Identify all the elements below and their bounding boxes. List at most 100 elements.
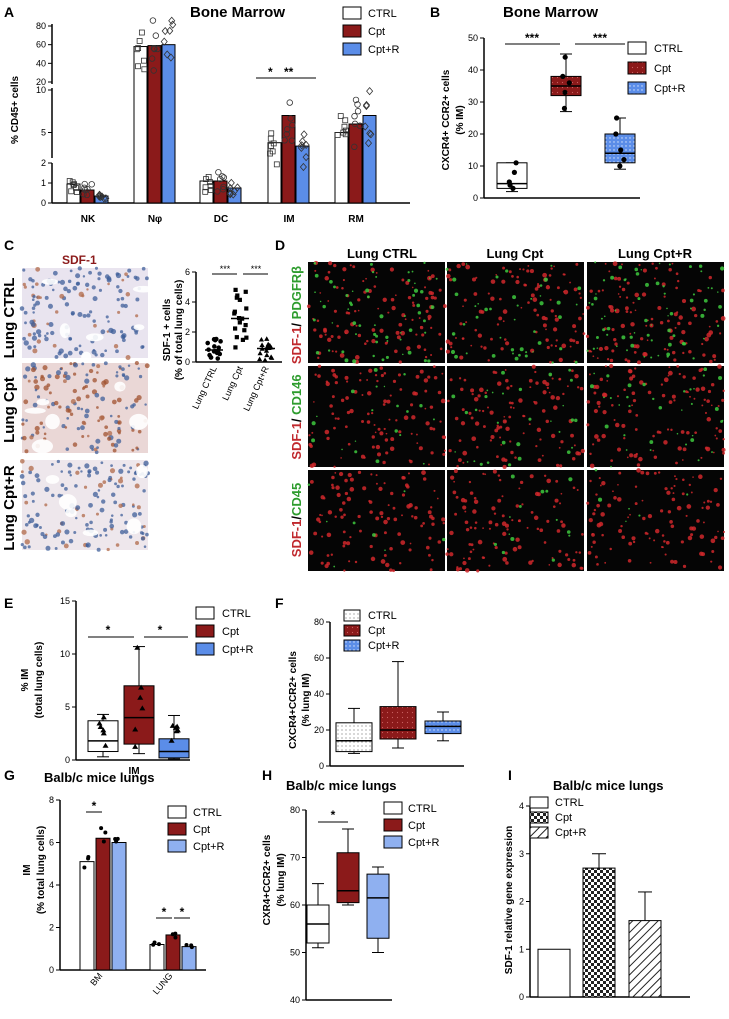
panel-d-row-label: SDF-1/CD45 (289, 483, 304, 557)
red-signal (401, 278, 405, 282)
cell-nucleus (77, 266, 82, 271)
red-signal (497, 474, 501, 477)
green-signal (411, 270, 414, 273)
cell-nucleus (142, 489, 146, 493)
red-signal (342, 544, 346, 548)
cell-nucleus (111, 399, 117, 405)
green-signal (686, 493, 689, 496)
panel-i-letter: I (508, 767, 512, 783)
red-signal (335, 350, 338, 353)
red-signal (346, 410, 351, 415)
red-signal (552, 505, 556, 508)
green-signal (403, 372, 406, 376)
red-signal (467, 557, 471, 561)
green-signal (341, 448, 343, 451)
red-signal (551, 557, 554, 559)
green-signal (351, 290, 354, 293)
red-signal (709, 359, 713, 364)
green-signal (333, 285, 336, 289)
sig-label: * (268, 65, 273, 79)
red-signal (382, 297, 387, 302)
data-point (298, 137, 307, 146)
cell-nucleus (123, 303, 128, 309)
panel-b-ylabel2: (% IM) (455, 105, 466, 134)
red-signal (550, 267, 553, 270)
red-signal (344, 329, 349, 335)
red-signal (469, 550, 473, 554)
red-signal (609, 305, 614, 310)
red-signal (722, 389, 725, 392)
red-signal (314, 373, 317, 376)
red-signal (464, 510, 467, 513)
red-signal (346, 496, 352, 502)
green-signal (681, 341, 686, 346)
cell-nucleus (30, 322, 36, 328)
data-point (220, 183, 227, 191)
red-signal (328, 261, 333, 266)
green-signal (568, 477, 573, 482)
data-point (137, 694, 144, 700)
red-signal (523, 283, 527, 287)
red-signal (353, 309, 357, 313)
cell-nucleus (73, 362, 78, 368)
red-signal (649, 561, 652, 564)
green-signal (416, 303, 421, 308)
y-tick-label: 20 (36, 77, 46, 87)
red-signal (461, 262, 466, 266)
red-signal (550, 395, 555, 400)
cell-nucleus (124, 272, 128, 277)
red-signal (489, 439, 493, 442)
red-signal (674, 326, 677, 329)
red-signal (430, 295, 435, 300)
red-signal (641, 499, 644, 502)
cell-nucleus (27, 379, 31, 383)
data-point (66, 178, 73, 184)
green-signal (341, 350, 345, 354)
red-signal (667, 374, 670, 377)
green-signal (588, 301, 591, 304)
cell-nucleus (75, 281, 80, 286)
panel-c-ylabel: SDF-1 + cells (162, 298, 173, 361)
red-signal (389, 568, 393, 572)
red-signal (393, 517, 398, 522)
cell-nucleus (132, 512, 138, 518)
data-point (173, 935, 178, 940)
red-signal (401, 493, 406, 497)
red-signal (629, 311, 633, 314)
data-point (99, 826, 104, 831)
red-signal (670, 487, 673, 490)
red-signal (477, 333, 482, 338)
red-signal (696, 519, 700, 523)
cell-nucleus (135, 276, 140, 281)
red-signal (442, 521, 445, 525)
cell-nucleus (66, 288, 72, 294)
cell-nucleus (102, 480, 107, 484)
cell-nucleus (31, 335, 38, 341)
box-cpt (336, 852, 360, 904)
y-tick-label: 80 (290, 805, 300, 815)
red-signal (374, 373, 378, 377)
green-signal (352, 521, 356, 525)
red-signal (433, 296, 437, 300)
data-point (621, 157, 627, 163)
red-signal (470, 416, 474, 420)
red-signal (682, 564, 687, 568)
red-signal (496, 426, 501, 430)
red-signal (461, 408, 465, 412)
data-point (298, 141, 306, 150)
red-signal (720, 316, 726, 321)
red-signal (366, 420, 371, 424)
red-signal (334, 472, 337, 474)
red-signal (548, 563, 551, 566)
green-signal (347, 308, 350, 310)
data-point (300, 130, 308, 139)
red-signal (640, 470, 645, 475)
red-signal (685, 514, 688, 517)
cell-nucleus (35, 300, 41, 306)
data-point (168, 737, 175, 743)
red-signal (319, 513, 322, 517)
green-signal (655, 281, 660, 286)
red-signal (554, 314, 558, 318)
cell-nucleus (107, 282, 110, 286)
green-signal (372, 533, 376, 537)
